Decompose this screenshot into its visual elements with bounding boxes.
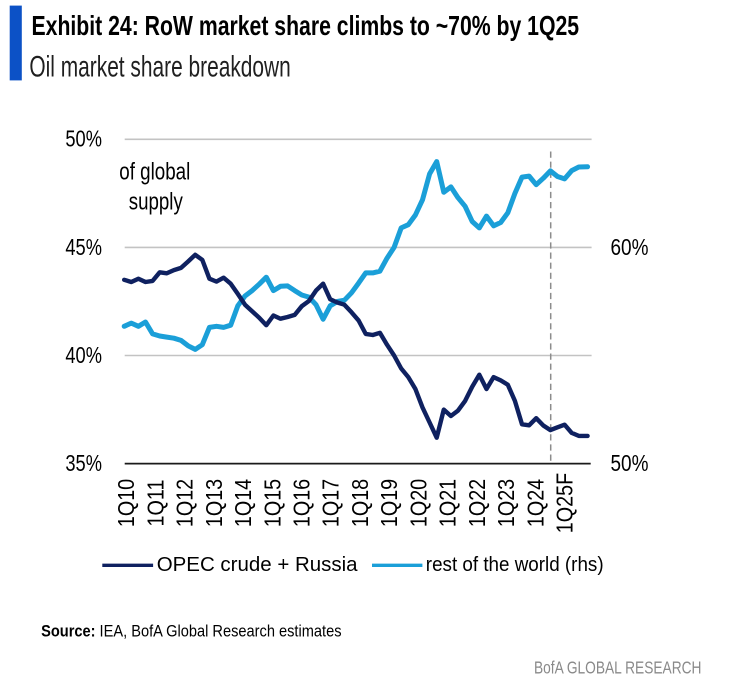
svg-text:1Q15: 1Q15 [260, 479, 286, 527]
svg-text:1Q25F: 1Q25F [552, 473, 578, 533]
svg-text:1Q13: 1Q13 [202, 479, 228, 527]
svg-text:OPEC crude + Russia: OPEC crude + Russia [157, 554, 359, 576]
svg-text:1Q21: 1Q21 [435, 479, 461, 527]
svg-text:45%: 45% [65, 235, 102, 260]
svg-text:1Q12: 1Q12 [172, 479, 198, 527]
svg-text:Oil market share breakdown: Oil market share breakdown [29, 51, 290, 83]
svg-text:1Q24: 1Q24 [523, 479, 549, 527]
svg-text:1Q19: 1Q19 [377, 479, 403, 527]
svg-text:60%: 60% [611, 235, 649, 260]
svg-text:1Q11: 1Q11 [143, 480, 169, 527]
svg-text:1Q10: 1Q10 [114, 479, 140, 527]
svg-text:supply: supply [129, 188, 183, 215]
svg-text:Exhibit 24: RoW market share c: Exhibit 24: RoW market share climbs to ~… [32, 11, 580, 41]
svg-text:50%: 50% [65, 127, 102, 152]
svg-text:rest of the world (rhs): rest of the world (rhs) [426, 553, 604, 576]
svg-text:BofA GLOBAL RESEARCH: BofA GLOBAL RESEARCH [534, 659, 701, 678]
svg-text:of global: of global [119, 158, 190, 185]
svg-text:1Q23: 1Q23 [494, 479, 520, 527]
svg-text:50%: 50% [611, 452, 649, 477]
svg-text:40%: 40% [65, 343, 102, 368]
svg-text:1Q18: 1Q18 [348, 479, 374, 527]
svg-text:1Q16: 1Q16 [289, 479, 315, 527]
svg-text:1Q22: 1Q22 [464, 479, 490, 527]
svg-text:1Q14: 1Q14 [231, 479, 257, 527]
svg-text:Source: IEA, BofA Global Resea: Source: IEA, BofA Global Research estima… [41, 622, 341, 640]
svg-text:35%: 35% [65, 451, 102, 476]
svg-text:1Q20: 1Q20 [406, 479, 432, 527]
svg-text:1Q17: 1Q17 [318, 479, 344, 527]
